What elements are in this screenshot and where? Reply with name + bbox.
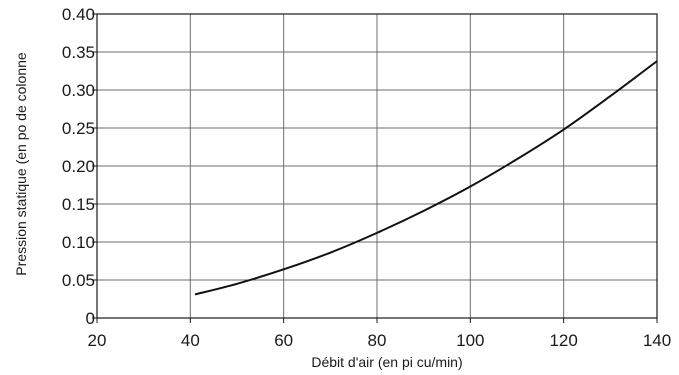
x-tick-label: 100 bbox=[456, 331, 484, 350]
x-tick-label: 20 bbox=[88, 331, 107, 350]
y-tick-label: 0.30 bbox=[62, 81, 95, 100]
y-axis-title: Pression statique (en po de colonne bbox=[13, 52, 29, 276]
y-tick-label: 0.35 bbox=[62, 43, 95, 62]
x-tick-label: 60 bbox=[274, 331, 293, 350]
tick-marks bbox=[92, 13, 658, 323]
x-tick-label: 120 bbox=[549, 331, 577, 350]
x-tick-label: 80 bbox=[368, 331, 387, 350]
y-tick-label: 0.15 bbox=[62, 195, 95, 214]
y-tick-label: 0.05 bbox=[62, 271, 95, 290]
x-tick-label: 40 bbox=[181, 331, 200, 350]
x-axis-title: Débit d'air (en pi cu/min) bbox=[311, 354, 462, 370]
x-tick-labels: 20 40 60 80 100 120 140 bbox=[88, 331, 672, 350]
y-tick-label: 0.40 bbox=[62, 5, 95, 24]
y-tick-label: 0.25 bbox=[62, 119, 95, 138]
y-tick-label: 0.10 bbox=[62, 233, 95, 252]
x-tick-label: 140 bbox=[643, 331, 671, 350]
y-tick-label: 0 bbox=[86, 309, 95, 328]
y-tick-label: 0.20 bbox=[62, 157, 95, 176]
y-tick-labels: 0 0.05 0.10 0.15 0.20 0.25 0.30 0.35 0.40 bbox=[62, 5, 95, 328]
grid-layer bbox=[97, 14, 657, 318]
pressure-curve bbox=[194, 60, 658, 296]
